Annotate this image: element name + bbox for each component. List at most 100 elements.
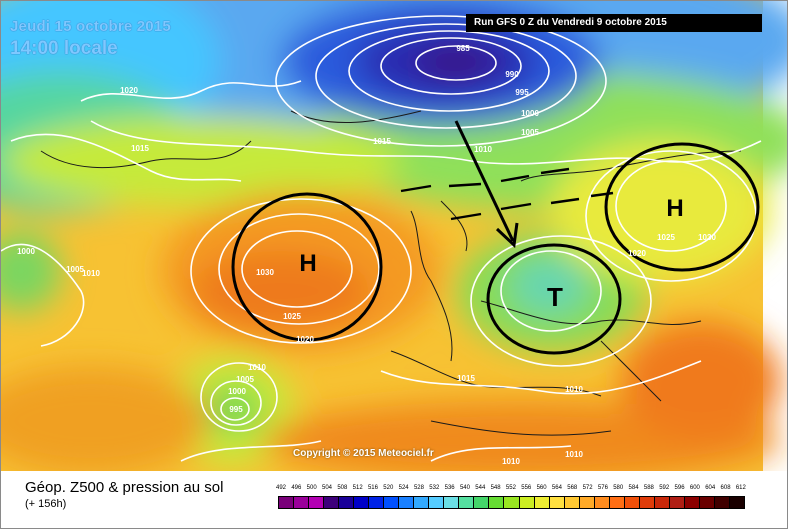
isobar-label: 1020 [628,249,646,258]
isobar-label: 1010 [82,269,100,278]
legend-label: 492 [276,485,287,491]
legend-swatch [504,497,520,508]
legend-swatch [324,497,340,508]
legend-label: 544 [475,485,486,491]
legend-swatch [639,497,655,508]
isobar-label: 1000 [17,247,35,256]
legend-swatch [354,497,370,508]
high-pressure-letter: H [299,250,316,277]
legend-label: 600 [689,485,700,491]
legend-label: 584 [628,485,639,491]
legend-label: 592 [659,485,670,491]
weather-map: 985 990 995 1000 1005 1010 1015 1020 101… [1,1,787,471]
isobar-label: 1020 [296,335,314,344]
model-run-label: Run GFS 0 Z du Vendredi 9 octobre 2015 [466,14,762,32]
legend-swatch [489,497,505,508]
isobar-label: 1025 [283,312,301,321]
legend-label: 580 [613,485,624,491]
legend-swatch [399,497,415,508]
legend-swatch [414,497,430,508]
legend-swatch [714,497,730,508]
legend-label: 556 [521,485,532,491]
isobar-label: 1005 [236,375,254,384]
isobar-label: 1010 [474,145,492,154]
legend-swatch [474,497,490,508]
legend-swatch [699,497,715,508]
legend-swatch [624,497,640,508]
legend-swatch [534,497,550,508]
legend-swatch [684,497,700,508]
high-pressure-letter: H [666,195,683,222]
isobar-label: 1000 [228,387,246,396]
front-dashes [400,167,614,221]
legend-swatch [279,497,295,508]
legend-swatch [729,497,744,508]
legend-swatch [339,497,355,508]
isobar-label: 1005 [66,265,84,274]
isobar-label: 1010 [502,457,520,466]
legend-label: 552 [505,485,516,491]
chart-title: Géop. Z500 & pression au sol [25,479,224,496]
legend-swatch [294,497,310,508]
legend-label: 532 [429,485,440,491]
legend-label: 512 [352,485,363,491]
legend-label: 560 [536,485,547,491]
legend-swatch [444,497,460,508]
isobar-label: 990 [505,70,519,79]
forecast-step: (+ 156h) [25,498,67,510]
system-letters: H T H [299,195,683,312]
forecast-time: 14:00 locale [10,38,118,59]
copyright-text: Copyright © 2015 Meteociel.fr [293,448,434,459]
legend-swatch [579,497,595,508]
isobar-label: 1010 [565,450,583,459]
low-pressure-letter: T [547,282,563,312]
legend-label: 536 [444,485,455,491]
legend-label: 548 [490,485,501,491]
legend-label: 604 [705,485,716,491]
legend-swatch [369,497,385,508]
isobar-label: 1015 [373,137,391,146]
legend-label: 588 [643,485,654,491]
legend-label: 568 [567,485,578,491]
legend-swatch [669,497,685,508]
isobar-label: 1020 [120,86,138,95]
legend-label: 496 [291,485,302,491]
legend-label: 500 [306,485,317,491]
legend-label: 540 [459,485,470,491]
legend-swatch [384,497,400,508]
isobar-label: 1010 [565,385,583,394]
isobar-label: 1015 [457,374,475,383]
legend-label: 508 [337,485,348,491]
legend-swatch [519,497,535,508]
isobar-label: 1005 [521,128,539,137]
pressure-labels: 985 990 995 1000 1005 1010 1015 1020 101… [17,44,716,466]
legend-label: 504 [321,485,332,491]
isobar-label: 1015 [131,144,149,153]
legend-label: 608 [720,485,731,491]
isobar-label: 1030 [698,233,716,242]
isobar-label: 1025 [657,233,675,242]
isobar-label: 1030 [256,268,274,277]
color-legend [278,496,745,509]
legend-label: 572 [582,485,593,491]
geopotential-field [1,1,787,471]
legend-label: 528 [413,485,424,491]
pressure-systems [231,142,760,355]
forecast-date: Jeudi 15 octobre 2015 [10,18,171,35]
legend-label: 596 [674,485,685,491]
legend-label: 612 [735,485,746,491]
legend-swatch [309,497,325,508]
legend-swatch [654,497,670,508]
legend-labels: 492 496 500 504 508 512 516 520 524 528 532 536 540 5… [276,485,746,495]
legend-label: 576 [597,485,608,491]
isobar-label: 995 [515,88,529,97]
legend-swatch [609,497,625,508]
legend-label: 564 [551,485,562,491]
legend-swatch [549,497,565,508]
legend-swatch [594,497,610,508]
isobar-label: 1000 [521,109,539,118]
legend-label: 516 [367,485,378,491]
isobar-label: 995 [229,405,243,414]
legend-swatch [459,497,475,508]
